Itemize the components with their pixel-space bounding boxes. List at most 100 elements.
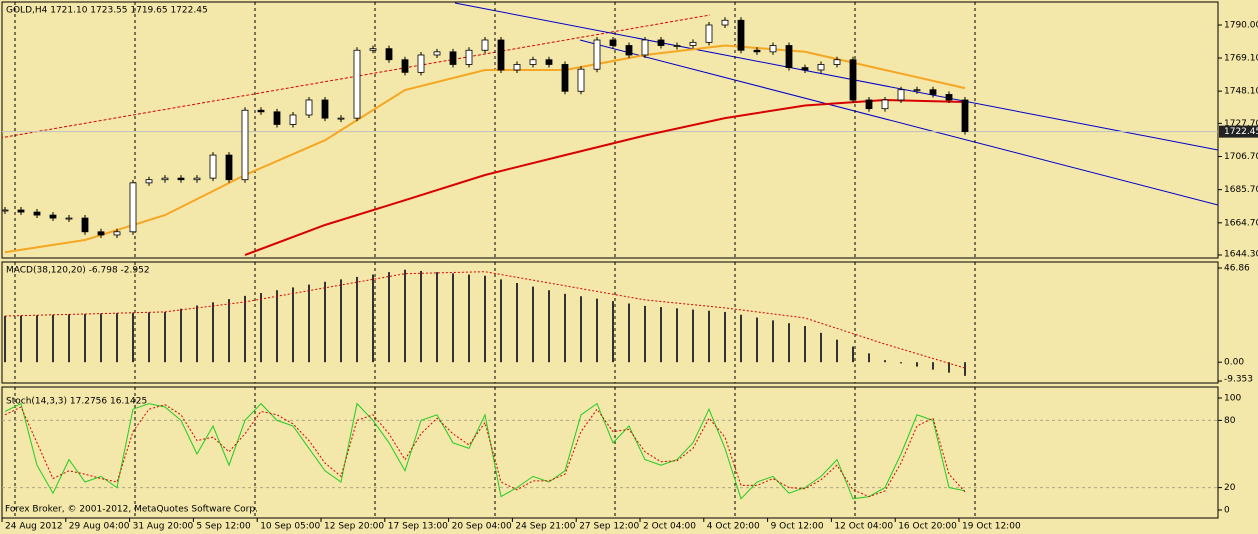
macd-bar xyxy=(532,286,534,363)
macd-bar xyxy=(324,281,326,363)
candle xyxy=(33,211,41,216)
candle xyxy=(817,64,825,71)
indicator-line xyxy=(244,98,966,256)
candle xyxy=(625,45,633,56)
candle xyxy=(321,99,329,119)
macd-label: MACD(38,120,20) -6.798 -2.952 xyxy=(6,266,150,276)
x-tick-label: 5 Sep 12:00 xyxy=(196,522,251,532)
candle xyxy=(289,114,297,125)
macd-bar xyxy=(836,339,838,363)
macd-bar xyxy=(580,296,582,363)
macd-bar xyxy=(820,332,822,363)
candle xyxy=(225,154,233,181)
candle xyxy=(769,45,777,53)
indicator-line xyxy=(4,404,966,498)
macd-bar xyxy=(612,301,614,363)
copyright: Forex Broker, © 2001-2012, MetaQuotes So… xyxy=(5,505,258,515)
layer xyxy=(2,17,1218,256)
x-tick-label: 24 Aug 2012 xyxy=(5,522,63,532)
macd-bar xyxy=(260,293,262,363)
macd-bar xyxy=(740,314,742,363)
candle xyxy=(833,59,841,65)
candle xyxy=(737,19,745,51)
candle xyxy=(705,24,713,43)
candle xyxy=(49,214,57,219)
candle xyxy=(945,94,953,101)
macd-bar xyxy=(868,353,870,363)
candle xyxy=(2,209,9,212)
candle xyxy=(497,39,505,71)
x-tick-label: 27 Sep 12:00 xyxy=(579,522,639,532)
macd-bar xyxy=(692,309,694,363)
macd-bar xyxy=(132,312,134,363)
x-tick-label: 24 Sep 21:00 xyxy=(515,522,575,532)
y-tick-label: 1685.70 xyxy=(1224,185,1258,195)
x-tick-label: 31 Aug 20:00 xyxy=(133,522,194,532)
candle xyxy=(545,59,553,65)
macd-bar xyxy=(468,274,470,363)
macd-bar xyxy=(804,326,806,363)
candle xyxy=(465,49,473,65)
candle xyxy=(721,19,729,26)
macd-bar xyxy=(852,346,854,363)
macd-bar xyxy=(484,275,486,363)
candle xyxy=(257,109,265,113)
price-tag-label: 1722.45 xyxy=(1224,127,1258,137)
candle xyxy=(593,39,601,70)
candle xyxy=(385,48,393,61)
macd-bar xyxy=(68,314,70,363)
candle xyxy=(641,39,649,56)
macd-bar xyxy=(292,287,294,363)
candle xyxy=(433,51,441,56)
macd-bar xyxy=(164,311,166,363)
macd-bar xyxy=(196,305,198,363)
candle xyxy=(193,177,201,181)
candle xyxy=(369,48,377,51)
macd-bar xyxy=(628,303,630,363)
candle xyxy=(753,49,761,53)
x-tick-label: 19 Oct 12:00 xyxy=(962,522,1021,532)
candle xyxy=(273,111,281,125)
macd-bar xyxy=(420,270,422,363)
y-tick-label: 1644.30 xyxy=(1224,250,1258,260)
macd-bar xyxy=(180,308,182,363)
y-tick-label: 100 xyxy=(1224,394,1241,404)
candle xyxy=(241,109,249,181)
stoch-panel xyxy=(1,386,1219,519)
x-tick-label: 17 Sep 13:00 xyxy=(388,522,448,532)
candle xyxy=(129,182,137,233)
candle xyxy=(401,59,409,73)
x-tick-label: 2 Oct 04:00 xyxy=(643,522,696,532)
macd-bar xyxy=(932,362,934,370)
macd-bar xyxy=(756,317,758,363)
macd-bar xyxy=(52,314,54,363)
price-tag xyxy=(1219,125,1258,138)
candle xyxy=(209,154,217,179)
macd-bar xyxy=(212,302,214,363)
candle xyxy=(529,59,537,65)
macd-bar xyxy=(340,279,342,363)
macd-bar xyxy=(884,360,886,363)
candle xyxy=(881,99,889,110)
macd-bar xyxy=(4,315,6,363)
macd-bar xyxy=(372,274,374,363)
candle xyxy=(929,89,937,95)
macd-bar xyxy=(564,293,566,363)
candle xyxy=(673,45,681,47)
x-tick-label: 12 Sep 20:00 xyxy=(324,522,384,532)
candle xyxy=(961,99,969,133)
macd-bar xyxy=(388,272,390,363)
y-tick-label: 1727.70 xyxy=(1224,119,1258,129)
macd-bar xyxy=(404,269,406,363)
macd-bar xyxy=(436,272,438,363)
x-tick-label: 20 Sep 04:00 xyxy=(452,522,512,532)
x-tick-label: 12 Oct 04:00 xyxy=(834,522,893,532)
candle xyxy=(97,231,105,236)
macd-bar xyxy=(308,284,310,363)
macd-bar xyxy=(148,312,150,363)
candle xyxy=(337,117,345,120)
macd-bar xyxy=(516,282,518,363)
candle xyxy=(449,51,457,65)
